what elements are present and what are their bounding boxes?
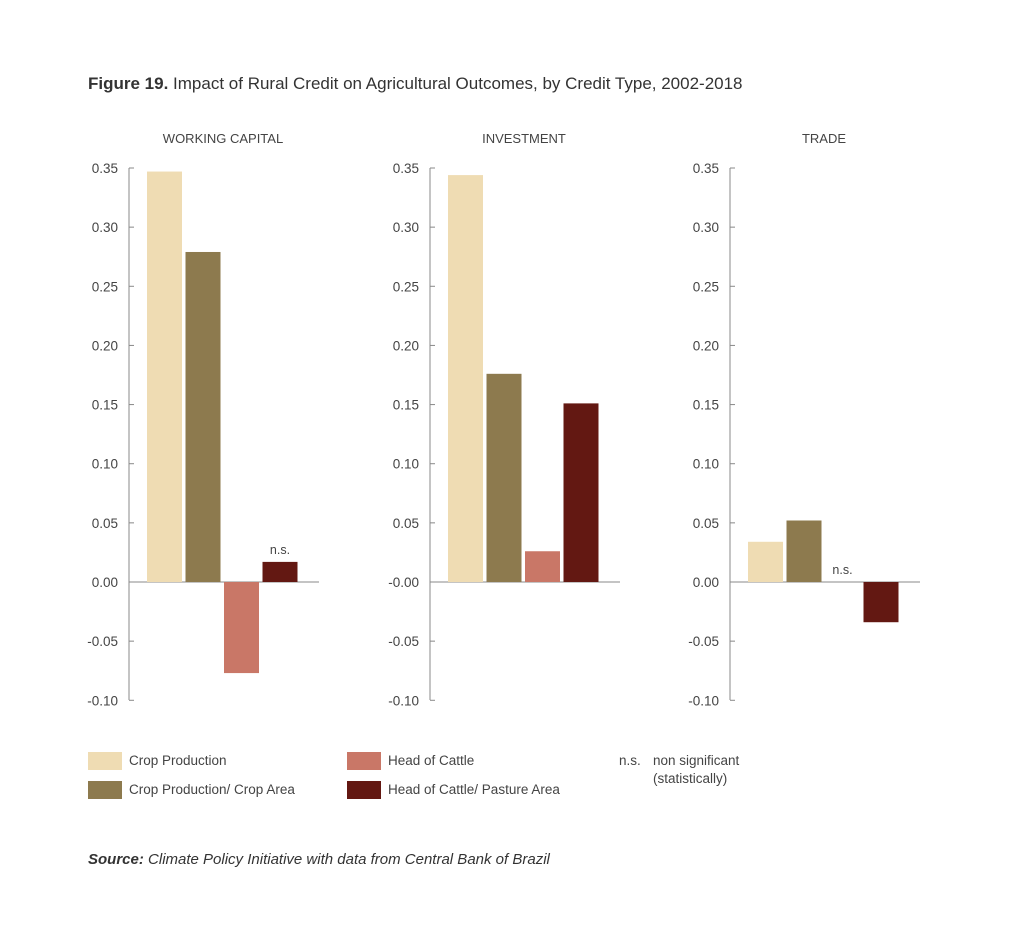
bar [525, 551, 560, 582]
y-tick-label: 0.35 [92, 161, 118, 176]
legend-label-crop-production: Crop Production [129, 753, 227, 768]
figure-number: Figure 19. [88, 74, 169, 93]
legend-swatch-crop-production-area [88, 781, 122, 799]
figure-title: Figure 19. Impact of Rural Credit on Agr… [88, 74, 743, 94]
y-tick-label: 0.05 [693, 516, 719, 531]
legend-ns-text-2: (statistically) [653, 771, 728, 786]
y-tick-label: 0.20 [693, 338, 719, 353]
y-tick-label: 0.25 [693, 279, 719, 294]
legend-swatch-cattle-pasture [347, 781, 381, 799]
figure-title-text: Impact of Rural Credit on Agricultural O… [173, 74, 743, 93]
y-tick-label: -0.10 [688, 693, 719, 708]
legend-label-crop-production-area: Crop Production/ Crop Area [129, 782, 295, 797]
y-tick-label: 0.25 [92, 279, 118, 294]
bar [786, 520, 822, 582]
ns-annotation: n.s. [270, 543, 290, 557]
bar [147, 171, 182, 582]
bar [448, 175, 483, 582]
y-tick-label: 0.10 [693, 457, 719, 472]
y-tick-label: 0.35 [693, 161, 719, 176]
source-label: Source: [88, 851, 144, 868]
bar [224, 582, 259, 674]
y-tick-label: 0.20 [393, 338, 419, 353]
y-tick-label: 0.05 [393, 516, 419, 531]
legend-ns-key: n.s. [619, 753, 641, 768]
y-tick-label: 0.10 [92, 457, 118, 472]
legend-label-cattle-pasture: Head of Cattle/ Pasture Area [388, 782, 560, 797]
y-tick-label: 0.10 [393, 457, 419, 472]
source-note: Source: Climate Policy Initiative with d… [88, 851, 550, 868]
bar [863, 582, 899, 623]
y-tick-label: -0.05 [388, 634, 419, 649]
bar [748, 541, 783, 582]
y-tick-label: 0.25 [393, 279, 419, 294]
ns-annotation: n.s. [832, 563, 852, 577]
panel-title: INVESTMENT [482, 131, 566, 146]
y-tick-label: 0.30 [393, 220, 419, 235]
y-tick-label: -0.05 [87, 634, 118, 649]
y-tick-label: 0.35 [393, 161, 419, 176]
bar [563, 403, 599, 582]
source-text: Climate Policy Initiative with data from… [148, 851, 550, 868]
y-tick-label: 0.15 [92, 398, 118, 413]
bar [486, 373, 522, 582]
bar [185, 251, 221, 583]
y-tick-label: 0.00 [92, 575, 118, 590]
y-tick-label: 0.30 [92, 220, 118, 235]
y-tick-label: -0.10 [388, 693, 419, 708]
y-tick-label: -0.10 [87, 693, 118, 708]
y-tick-label: -0.05 [688, 634, 719, 649]
bar [262, 561, 298, 582]
y-tick-label: 0.15 [393, 398, 419, 413]
y-tick-label: 0.20 [92, 338, 118, 353]
legend-swatch-crop-production [88, 752, 122, 770]
legend-label-head-of-cattle: Head of Cattle [388, 753, 475, 768]
panel-title: WORKING CAPITAL [163, 131, 283, 146]
y-tick-label: -0.00 [388, 575, 419, 590]
y-tick-label: 0.05 [92, 516, 118, 531]
y-tick-label: 0.30 [693, 220, 719, 235]
legend-swatch-head-of-cattle [347, 752, 381, 770]
panel-title: TRADE [802, 131, 846, 146]
y-tick-label: 0.15 [693, 398, 719, 413]
legend-ns-text: non significant [653, 753, 740, 768]
y-tick-label: 0.00 [693, 575, 719, 590]
